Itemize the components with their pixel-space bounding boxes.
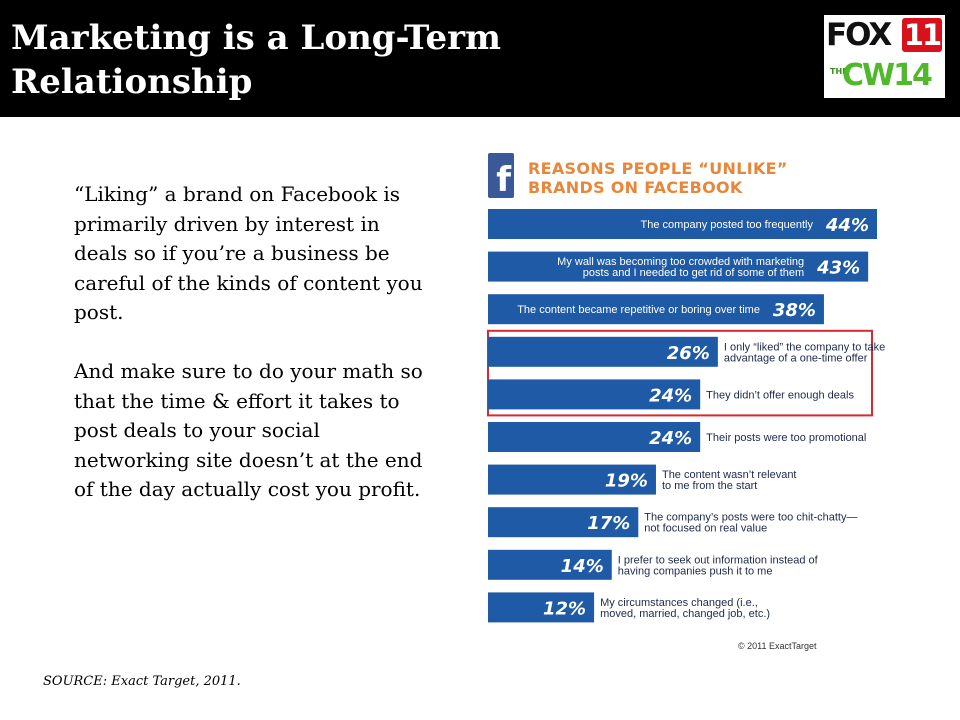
bar-group: 43% My wall was becoming too crowded with… [488,251,869,282]
bar [488,379,701,410]
bar-category-label: The content wasn’t relevant to me from th… [662,469,797,492]
bar-value-label: 43% [816,258,860,279]
chart-title: REASONS PEOPLE “UNLIKE” BRANDS ON FACEBO… [528,159,828,197]
unlike-reasons-chart: 44% The company posted too frequently 43% M… [480,145,900,665]
bar-category-label: My circumstances changed (i.e., moved, ma… [600,597,770,620]
bar-group: 38% The content became repetitive or bori… [488,294,824,325]
fox-number-badge: 11 [902,18,942,52]
bar [488,251,869,282]
bar-category-label: The company posted too frequently [641,219,814,231]
fox11-cw14-logo: FOX 11 THE CW14 [824,15,945,98]
fox-wordmark: FOX [826,17,892,53]
bar-category-label: The content became repetitive or boring … [517,304,760,316]
source-citation: SOURCE: Exact Target, 2011. [43,674,241,689]
bar-category-label: They didn’t offer enough deals [706,389,854,401]
chart-title-line-2: BRANDS ON FACEBOOK [528,178,743,197]
bar-category-label: My wall was becoming too crowded with ma… [557,256,804,279]
bar-value-label: 26% [667,343,710,364]
body-paragraph-1: “Liking” a brand on Facebook is primaril… [74,182,423,324]
title-line-2: Relationship [11,62,253,102]
chart-canvas: 44% The company posted too frequently 43% M… [487,209,885,623]
bar-value-label: 14% [561,556,604,577]
bar-value-label: 38% [773,300,816,321]
chart-title-line-1: REASONS PEOPLE “UNLIKE” [528,159,788,178]
cw-the-label: THE [830,67,848,76]
bar [488,549,612,580]
bar [488,422,701,452]
bar-group: 19% The content wasn’t relevant to me from… [488,464,797,495]
slide-title: Marketing is a Long-Term Relationship [11,16,571,104]
bar-group: 44% The company posted too frequently [488,209,877,239]
cw-wordmark: CW14 [842,58,933,93]
chart-copyright: © 2011 ExactTarget [738,641,817,651]
bar [488,336,718,367]
bar [488,209,877,239]
title-line-1: Marketing is a Long-Term [11,18,501,58]
bar-value-label: 12% [543,598,586,619]
slide-header: Marketing is a Long-Term Relationship FO… [0,0,960,117]
bar [488,592,595,623]
bar-value-label: 44% [825,215,869,236]
body-text: “Liking” a brand on Facebook is primaril… [74,180,434,534]
bar-value-label: 17% [587,513,630,534]
bar-group: 26% I only “liked” the company to take adv… [488,336,885,367]
bar [488,464,656,495]
bar [488,294,824,325]
bar-value-label: 19% [605,471,648,492]
highlight-box [487,329,873,417]
bar-category-label: I prefer to seek out information instead… [618,554,819,577]
bar-group: 17% The company’s posts were too chit-cha… [488,507,857,538]
body-paragraph-2: And make sure to do your math so that th… [74,359,423,501]
bar-category-label: The company’s posts were too chit-chatty… [644,512,857,535]
bar-value-label: 24% [649,428,692,449]
facebook-icon: f [488,153,514,198]
bar-category-label: Their posts were too promotional [706,432,866,444]
bar-group: 24% Their posts were too promotional [488,422,866,452]
bar-category-label: I only “liked” the company to take advant… [724,341,885,364]
bar-group: 24% They didn’t offer enough deals [488,379,854,410]
bar-group: 12% My circumstances changed (i.e., moved,… [488,592,770,623]
bar [488,507,639,538]
bar-value-label: 24% [649,385,692,406]
bar-group: 14% I prefer to seek out information inst… [488,549,819,580]
